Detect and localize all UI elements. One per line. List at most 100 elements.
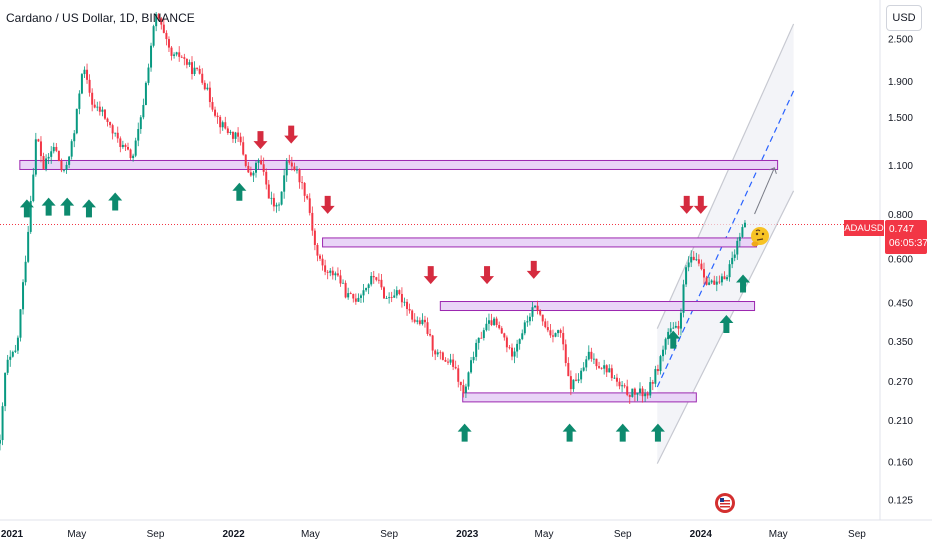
- candle-body: [270, 197, 273, 199]
- candle-body: [75, 108, 78, 134]
- candle-body: [592, 358, 595, 360]
- candle-body: [34, 139, 37, 175]
- candle-body: [577, 379, 580, 381]
- candle-body: [403, 301, 406, 303]
- candle-body: [633, 388, 636, 395]
- emoji-mouth: [756, 238, 764, 241]
- y-tick-label: 0.270: [888, 377, 913, 388]
- candle-body: [201, 73, 204, 83]
- candle-body: [324, 265, 327, 272]
- candle-body: [743, 222, 746, 228]
- candle-body: [239, 136, 242, 143]
- candle-body: [19, 309, 22, 338]
- candle-body: [344, 282, 347, 298]
- candle-body: [393, 295, 396, 298]
- candle-body: [365, 288, 368, 291]
- candle-body: [654, 369, 657, 384]
- candle-body: [142, 104, 145, 118]
- candle-body: [557, 330, 560, 334]
- y-tick-label: 0.600: [888, 254, 913, 265]
- candle-body: [464, 386, 467, 393]
- candle-body: [214, 109, 217, 116]
- candle-body: [395, 290, 398, 296]
- flag-stripe: [720, 500, 730, 502]
- y-tick-label: 1.100: [888, 161, 913, 172]
- candle-body: [585, 359, 588, 368]
- candle-body: [0, 440, 1, 444]
- candle-body: [672, 327, 675, 329]
- candle-body: [487, 320, 490, 324]
- candle-body: [226, 128, 229, 133]
- candle-body: [669, 328, 672, 332]
- candle-body: [267, 184, 270, 199]
- candle-body: [539, 310, 542, 315]
- candle-body: [608, 368, 611, 373]
- candle-body: [39, 141, 42, 157]
- candle-body: [42, 156, 45, 169]
- candle-body: [631, 388, 634, 397]
- candle-body: [342, 282, 345, 284]
- candle-body: [720, 276, 723, 283]
- candle-body: [377, 279, 380, 281]
- x-tick-label: Sep: [147, 529, 165, 540]
- candle-body: [569, 376, 572, 390]
- candle-body: [183, 57, 186, 59]
- candle-body: [278, 204, 281, 206]
- candle-body: [421, 319, 424, 325]
- up-arrow-marker: [719, 315, 734, 334]
- candle-body: [352, 294, 355, 299]
- candle-body: [55, 146, 58, 151]
- candle-body: [162, 24, 165, 33]
- candle-body: [132, 155, 135, 159]
- candle-body: [16, 337, 19, 351]
- candle-body: [249, 172, 252, 176]
- candle-body: [152, 26, 155, 46]
- candles-group: [0, 11, 746, 451]
- candle-body: [109, 122, 112, 126]
- candle-body: [656, 369, 659, 372]
- candle-body: [73, 133, 76, 142]
- candle-body: [290, 162, 293, 167]
- candle-body: [295, 169, 298, 171]
- y-tick-label: 0.350: [888, 337, 913, 348]
- candle-body: [516, 343, 519, 352]
- candle-body: [303, 182, 306, 196]
- x-tick-label: Sep: [380, 529, 398, 540]
- candle-body: [127, 146, 129, 150]
- x-tick-label: Sep: [614, 529, 632, 540]
- candle-body: [674, 325, 677, 328]
- candle-body: [180, 56, 183, 58]
- candle-body: [398, 290, 401, 294]
- candle-body: [260, 160, 263, 165]
- candle-body: [357, 297, 360, 302]
- candle-body: [475, 342, 478, 357]
- down-arrow-marker: [284, 125, 299, 144]
- currency-selector-button[interactable]: USD: [886, 5, 922, 31]
- candle-body: [247, 165, 250, 173]
- candle-body: [4, 372, 7, 407]
- candle-body: [221, 122, 224, 128]
- target-arrow-line: [754, 167, 775, 215]
- candle-body: [454, 366, 457, 369]
- candle-body: [644, 393, 647, 397]
- candle-body: [11, 351, 14, 357]
- candle-body: [700, 263, 703, 270]
- candle-body: [70, 141, 73, 157]
- candle-body: [390, 297, 393, 298]
- candle-body: [534, 305, 537, 308]
- candle-body: [598, 366, 601, 368]
- up-arrow-marker: [650, 423, 665, 442]
- candle-body: [485, 323, 488, 331]
- candle-body: [137, 129, 140, 141]
- candle-body: [600, 367, 603, 369]
- candle-body: [63, 169, 65, 171]
- candle-body: [224, 122, 227, 129]
- candle-body: [103, 109, 106, 119]
- candle-body: [641, 388, 644, 397]
- candle-body: [605, 365, 608, 373]
- candle-body: [91, 92, 94, 105]
- candle-body: [139, 117, 142, 130]
- candle-body: [216, 115, 219, 118]
